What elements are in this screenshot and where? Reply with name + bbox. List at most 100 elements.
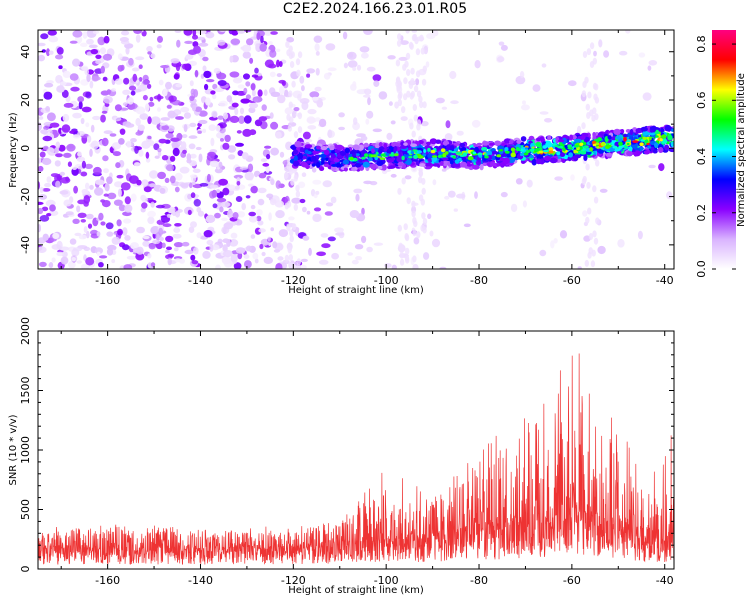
noise-blob [59, 190, 69, 195]
noise-blob [539, 249, 547, 257]
noise-blob [48, 35, 58, 43]
noise-blob [192, 168, 201, 173]
noise-blob [70, 86, 80, 92]
noise-blob [515, 178, 523, 185]
noise-blob [157, 171, 167, 180]
noise-blob [215, 125, 221, 132]
noise-streak [295, 58, 301, 66]
noise-blob [212, 203, 218, 209]
signal-blob [450, 145, 455, 150]
noise-blob [73, 185, 78, 194]
signal-core [648, 136, 652, 141]
noise-blob [268, 41, 273, 45]
noise-blob [143, 186, 152, 193]
noise-blob [72, 112, 82, 119]
signal-blob [568, 152, 573, 158]
noise-blob [80, 171, 88, 177]
signal-blob [652, 149, 658, 154]
noise-blob [404, 175, 412, 180]
noise-blob [49, 204, 56, 212]
signal-core [410, 151, 415, 155]
signal-blob [620, 129, 625, 134]
noise-blob [189, 95, 195, 102]
spectrogram-xlabel: Height of straight line (km) [288, 285, 424, 296]
signal-blob [311, 163, 316, 167]
noise-blob [300, 258, 308, 263]
signal-core [462, 152, 468, 157]
noise-streak [416, 231, 421, 239]
noise-blob [116, 219, 122, 227]
noise-blob [312, 213, 322, 223]
signal-core [524, 147, 528, 150]
noise-blob [373, 80, 380, 87]
signal-core [430, 149, 436, 154]
noise-streak [412, 229, 417, 237]
noise-streak [297, 51, 303, 59]
noise-blob [241, 152, 249, 160]
noise-blob [169, 175, 176, 184]
signal-core [600, 141, 606, 147]
noise-blob [83, 246, 91, 251]
signal-core [390, 152, 394, 155]
noise-streak [295, 190, 301, 198]
noise-blob [103, 95, 113, 104]
noise-blob [224, 134, 231, 143]
noise-blob [258, 172, 267, 179]
noise-blob [234, 107, 239, 116]
noise-blob [185, 54, 194, 60]
signal-core [467, 156, 474, 161]
noise-blob [122, 102, 129, 106]
noise-blob [259, 43, 267, 52]
noise-blob [314, 43, 320, 52]
noise-blob [226, 95, 232, 103]
noise-streak [404, 234, 410, 242]
signal-core [548, 150, 554, 154]
noise-streak [419, 34, 424, 42]
noise-streak [403, 77, 408, 85]
noise-streak [409, 122, 414, 130]
noise-blob [313, 35, 323, 43]
noise-blob [247, 183, 254, 187]
noise-blob [435, 97, 445, 104]
noise-blob [38, 181, 41, 190]
signal-core [573, 149, 577, 154]
noise-blob [145, 157, 151, 163]
noise-blob [39, 151, 46, 158]
signal-blob [353, 144, 360, 151]
noise-blob [456, 130, 464, 136]
signal-blob [535, 141, 542, 148]
noise-streak [288, 45, 293, 53]
noise-blob [532, 84, 541, 92]
noise-streak [422, 218, 428, 225]
noise-blob [568, 80, 577, 87]
y-tick-label: -40 [19, 236, 32, 254]
noise-streak [410, 90, 415, 98]
noise-streak [585, 163, 590, 171]
noise-blob [347, 252, 354, 256]
noise-blob [188, 49, 198, 55]
signal-blob [298, 152, 303, 160]
noise-blob [135, 131, 143, 136]
signal-blob [614, 141, 620, 147]
noise-blob [238, 115, 245, 125]
noise-streak [586, 48, 592, 56]
noise-blob [190, 221, 197, 228]
noise-blob [648, 164, 656, 169]
noise-blob [122, 244, 130, 251]
noise-blob [102, 53, 113, 61]
noise-blob [252, 252, 259, 260]
signal-blob [579, 150, 587, 155]
noise-blob [196, 36, 206, 41]
noise-blob [269, 112, 274, 119]
noise-blob [61, 251, 68, 258]
noise-blob [166, 246, 172, 251]
noise-streak [398, 242, 403, 250]
noise-blob [384, 263, 392, 268]
signal-core [538, 150, 544, 154]
noise-streak [405, 256, 410, 264]
noise-blob [80, 42, 88, 47]
signal-core [389, 153, 395, 157]
noise-blob [323, 72, 331, 80]
noise-blob [165, 133, 174, 139]
signal-blob [301, 161, 308, 168]
